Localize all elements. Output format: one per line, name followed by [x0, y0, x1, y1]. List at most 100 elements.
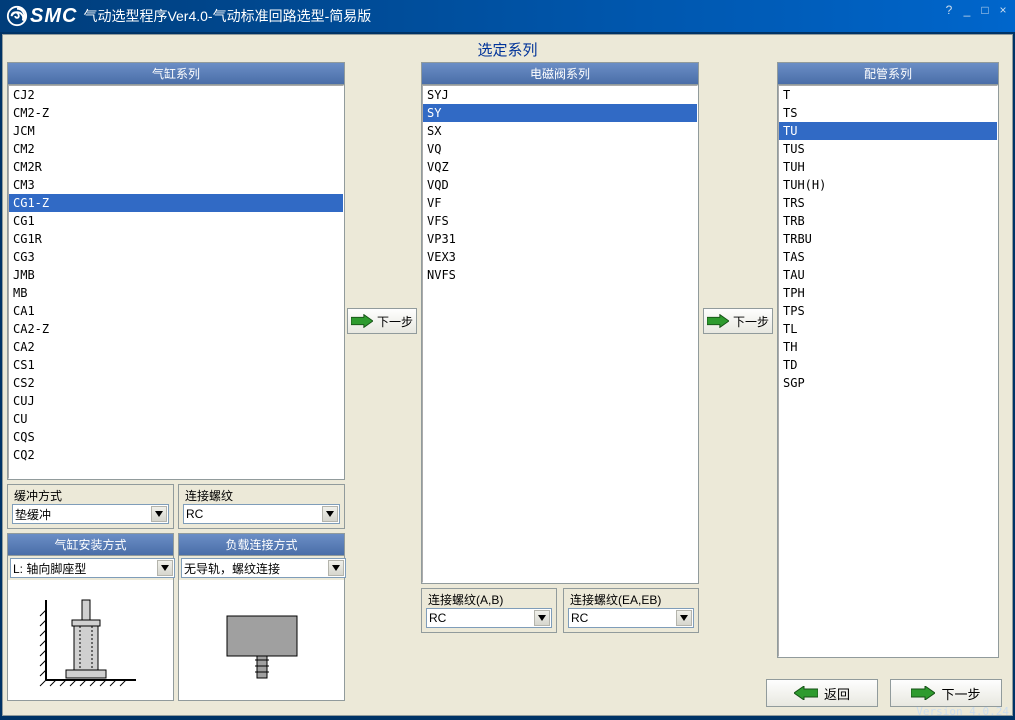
list-item[interactable]: CG3: [9, 248, 343, 266]
next-step-button-1[interactable]: 下一步: [347, 308, 417, 334]
next-step-label: 下一步: [377, 313, 413, 330]
valve-thread-ab-group: 连接螺纹(A,B) RC: [421, 588, 557, 633]
columns: 气缸系列 CJ2CM2-ZJCMCM2CM2RCM3CG1-ZCG1CG1RCG…: [3, 62, 1012, 715]
valve-column: 电磁阀系列 SYJSYSXVQVQZVQDVFVFSVP31VEX3NVFS 连…: [421, 62, 699, 711]
list-item[interactable]: JCM: [9, 122, 343, 140]
list-item[interactable]: VQ: [423, 140, 697, 158]
list-item[interactable]: TUH: [779, 158, 997, 176]
cushion-combo[interactable]: 垫缓冲: [12, 504, 169, 524]
list-item[interactable]: SYJ: [423, 86, 697, 104]
mount-combo[interactable]: L: 轴向脚座型: [10, 558, 175, 578]
load-header: 负载连接方式: [179, 534, 344, 556]
list-item[interactable]: TS: [779, 104, 997, 122]
list-item[interactable]: CU: [9, 410, 343, 428]
list-item[interactable]: VP31: [423, 230, 697, 248]
back-button[interactable]: 返回: [766, 679, 878, 707]
list-item[interactable]: CA1: [9, 302, 343, 320]
valve-thread-ab-combo[interactable]: RC: [426, 608, 552, 628]
version-label: Version 4.0.24: [916, 705, 1009, 718]
list-item[interactable]: SX: [423, 122, 697, 140]
list-item[interactable]: CUJ: [9, 392, 343, 410]
piping-listbox[interactable]: TTSTUTUSTUHTUH(H)TRSTRBTRBUTASTAUTPHTPST…: [778, 85, 998, 657]
back-label: 返回: [824, 684, 850, 703]
main-content: 选定系列 气缸系列 CJ2CM2-ZJCMCM2CM2RCM3CG1-ZCG1C…: [2, 34, 1013, 716]
valve-thread-eaeb-label: 连接螺纹(EA,EB): [568, 591, 694, 608]
logo: SMC: [6, 5, 77, 28]
list-item[interactable]: SGP: [779, 374, 997, 392]
valve-panel: 电磁阀系列 SYJSYSXVQVQZVQDVFVFSVP31VEX3NVFS: [421, 62, 699, 584]
chevron-down-icon[interactable]: [534, 610, 550, 626]
chevron-down-icon[interactable]: [676, 610, 692, 626]
list-item[interactable]: TH: [779, 338, 997, 356]
list-item[interactable]: CA2: [9, 338, 343, 356]
chevron-down-icon[interactable]: [157, 560, 173, 576]
chevron-down-icon[interactable]: [328, 560, 344, 576]
list-item[interactable]: CM3: [9, 176, 343, 194]
list-item[interactable]: CQS: [9, 428, 343, 446]
load-diagram: [179, 580, 344, 700]
list-item[interactable]: CM2-Z: [9, 104, 343, 122]
cushion-value: 垫缓冲: [15, 506, 51, 523]
load-combo[interactable]: 无导轨，螺纹连接: [181, 558, 346, 578]
chevron-down-icon[interactable]: [322, 506, 338, 522]
close-icon[interactable]: ×: [995, 4, 1011, 18]
list-item[interactable]: CS2: [9, 374, 343, 392]
list-item[interactable]: TPS: [779, 302, 997, 320]
next-button[interactable]: 下一步: [890, 679, 1002, 707]
logo-swirl-icon: [6, 5, 28, 27]
list-item[interactable]: CG1R: [9, 230, 343, 248]
cushion-label: 缓冲方式: [12, 487, 169, 504]
list-item[interactable]: TAU: [779, 266, 997, 284]
list-item[interactable]: TRS: [779, 194, 997, 212]
cylinder-listbox[interactable]: CJ2CM2-ZJCMCM2CM2RCM3CG1-ZCG1CG1RCG3JMBM…: [8, 85, 344, 479]
list-item[interactable]: CG1: [9, 212, 343, 230]
list-item[interactable]: CM2: [9, 140, 343, 158]
list-item[interactable]: TL: [779, 320, 997, 338]
list-item[interactable]: CM2R: [9, 158, 343, 176]
thread-value: RC: [186, 507, 203, 521]
list-item[interactable]: JMB: [9, 266, 343, 284]
list-item[interactable]: CQ2: [9, 446, 343, 464]
list-item[interactable]: VQZ: [423, 158, 697, 176]
thread-group: 连接螺纹 RC: [178, 484, 345, 529]
minimize-icon[interactable]: _: [959, 4, 975, 18]
list-item[interactable]: VQD: [423, 176, 697, 194]
next-step-button-2[interactable]: 下一步: [703, 308, 773, 334]
cylinder-diagrams: 气缸安装方式 L: 轴向脚座型: [7, 533, 345, 701]
section-title: 选定系列: [3, 35, 1012, 62]
list-item[interactable]: TPH: [779, 284, 997, 302]
valve-thread-eaeb-combo[interactable]: RC: [568, 608, 694, 628]
list-item[interactable]: TD: [779, 356, 997, 374]
mount-value: L: 轴向脚座型: [13, 560, 86, 577]
list-item[interactable]: CJ2: [9, 86, 343, 104]
cylinder-options-row1: 缓冲方式 垫缓冲 连接螺纹 RC: [7, 484, 345, 529]
thread-combo[interactable]: RC: [183, 504, 340, 524]
list-item[interactable]: MB: [9, 284, 343, 302]
list-item[interactable]: VFS: [423, 212, 697, 230]
list-item[interactable]: TUH(H): [779, 176, 997, 194]
list-item[interactable]: TRB: [779, 212, 997, 230]
cylinder-header: 气缸系列: [8, 63, 344, 85]
piping-panel: 配管系列 TTSTUTUSTUHTUH(H)TRSTRBTRBUTASTAUTP…: [777, 62, 999, 658]
list-item[interactable]: CA2-Z: [9, 320, 343, 338]
bottom-nav: 返回 下一步: [766, 679, 1002, 707]
help-icon[interactable]: ?: [941, 4, 957, 18]
list-item[interactable]: VEX3: [423, 248, 697, 266]
valve-header: 电磁阀系列: [422, 63, 698, 85]
list-item[interactable]: TU: [779, 122, 997, 140]
list-item[interactable]: SY: [423, 104, 697, 122]
mount-diagram: [8, 580, 173, 700]
list-item[interactable]: CS1: [9, 356, 343, 374]
list-item[interactable]: TRBU: [779, 230, 997, 248]
maximize-icon[interactable]: □: [977, 4, 993, 18]
chevron-down-icon[interactable]: [151, 506, 167, 522]
list-item[interactable]: TAS: [779, 248, 997, 266]
list-item[interactable]: VF: [423, 194, 697, 212]
list-item[interactable]: NVFS: [423, 266, 697, 284]
list-item[interactable]: TUS: [779, 140, 997, 158]
list-item[interactable]: CG1-Z: [9, 194, 343, 212]
window-controls: ? _ □ ×: [941, 4, 1011, 18]
load-panel: 负载连接方式 无导轨，螺纹连接: [178, 533, 345, 701]
list-item[interactable]: T: [779, 86, 997, 104]
valve-listbox[interactable]: SYJSYSXVQVQZVQDVFVFSVP31VEX3NVFS: [422, 85, 698, 583]
